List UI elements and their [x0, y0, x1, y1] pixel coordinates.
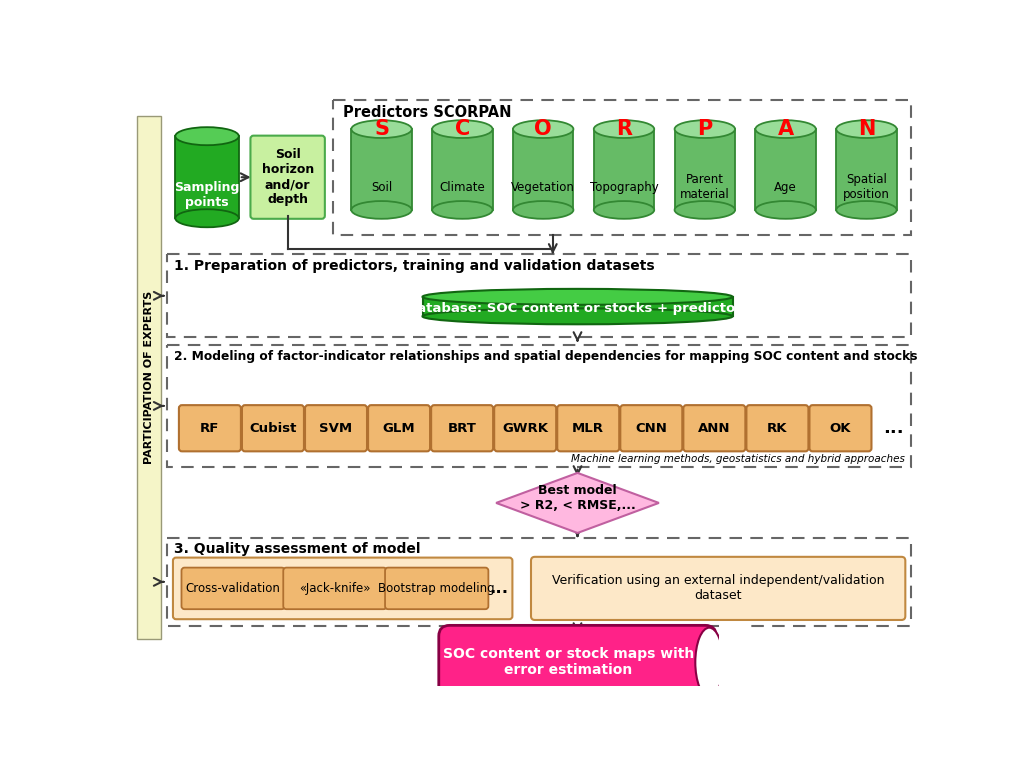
- Ellipse shape: [756, 201, 816, 219]
- FancyBboxPatch shape: [284, 567, 387, 609]
- Text: MLR: MLR: [572, 422, 604, 435]
- Text: Best model
> R2, < RMSE,...: Best model > R2, < RMSE,...: [519, 483, 635, 511]
- FancyBboxPatch shape: [385, 567, 488, 609]
- Bar: [137, 116, 161, 639]
- Text: Verification using an external independent/validation
dataset: Verification using an external independe…: [552, 574, 885, 602]
- Ellipse shape: [513, 201, 573, 219]
- Ellipse shape: [675, 201, 735, 219]
- FancyBboxPatch shape: [621, 405, 682, 451]
- Polygon shape: [594, 129, 654, 210]
- Ellipse shape: [351, 201, 412, 219]
- Text: A: A: [777, 119, 794, 139]
- Bar: [167, 345, 910, 466]
- FancyBboxPatch shape: [495, 405, 556, 451]
- Text: ...: ...: [488, 579, 508, 598]
- Text: R: R: [616, 119, 632, 139]
- FancyBboxPatch shape: [809, 405, 871, 451]
- Text: Sampling
points: Sampling points: [174, 181, 240, 209]
- Text: Age: Age: [774, 180, 797, 194]
- Text: GWRK: GWRK: [502, 422, 548, 435]
- Bar: [167, 537, 910, 626]
- Text: P: P: [697, 119, 713, 139]
- Ellipse shape: [675, 120, 735, 138]
- Text: S: S: [374, 119, 389, 139]
- Ellipse shape: [756, 120, 816, 138]
- Polygon shape: [432, 129, 493, 210]
- Polygon shape: [423, 297, 732, 316]
- Ellipse shape: [837, 201, 897, 219]
- Text: «Jack-knife»: «Jack-knife»: [299, 582, 371, 595]
- Polygon shape: [513, 129, 573, 210]
- Text: 2. Modeling of factor-indicator relationships and spatial dependencies for mappi: 2. Modeling of factor-indicator relation…: [174, 350, 918, 363]
- Text: GLM: GLM: [383, 422, 416, 435]
- Text: Machine learning methods, geostatistics and hybrid approaches: Machine learning methods, geostatistics …: [570, 454, 904, 464]
- Ellipse shape: [594, 201, 654, 219]
- Text: BRT: BRT: [447, 422, 476, 435]
- Polygon shape: [175, 136, 239, 218]
- Ellipse shape: [351, 120, 412, 138]
- Polygon shape: [756, 129, 816, 210]
- Ellipse shape: [594, 120, 654, 138]
- FancyBboxPatch shape: [305, 405, 367, 451]
- FancyBboxPatch shape: [251, 136, 325, 219]
- Text: Database: SOC content or stocks + predictors: Database: SOC content or stocks + predic…: [406, 301, 750, 315]
- Text: SOC content or stock maps with
error estimation: SOC content or stock maps with error est…: [442, 647, 694, 678]
- Ellipse shape: [432, 120, 493, 138]
- Ellipse shape: [837, 120, 897, 138]
- Text: CNN: CNN: [635, 422, 668, 435]
- Polygon shape: [837, 129, 897, 210]
- Bar: [334, 100, 910, 235]
- Ellipse shape: [432, 201, 493, 219]
- Text: O: O: [535, 119, 552, 139]
- Text: Vegetation: Vegetation: [511, 180, 575, 194]
- Text: SVM: SVM: [319, 422, 352, 435]
- Text: RK: RK: [767, 422, 787, 435]
- Text: OK: OK: [829, 422, 851, 435]
- Text: Soil: Soil: [371, 180, 392, 194]
- FancyBboxPatch shape: [746, 405, 808, 451]
- Text: 3. Quality assessment of model: 3. Quality assessment of model: [174, 542, 421, 556]
- Bar: [719, 624, 742, 701]
- FancyBboxPatch shape: [368, 405, 430, 451]
- Text: 1. Preparation of predictors, training and validation datasets: 1. Preparation of predictors, training a…: [174, 259, 655, 273]
- FancyBboxPatch shape: [438, 625, 716, 699]
- Text: Soil
horizon
and/or
depth: Soil horizon and/or depth: [261, 148, 313, 206]
- Text: RF: RF: [201, 422, 219, 435]
- Text: PARTICIPATION OF EXPERTS: PARTICIPATION OF EXPERTS: [144, 291, 154, 464]
- FancyBboxPatch shape: [431, 405, 494, 451]
- Text: Predictors SCORPAN: Predictors SCORPAN: [343, 105, 511, 120]
- Text: ...: ...: [884, 419, 904, 437]
- Text: N: N: [858, 119, 876, 139]
- Ellipse shape: [423, 289, 732, 305]
- FancyBboxPatch shape: [173, 557, 512, 619]
- Polygon shape: [675, 129, 735, 210]
- Text: Spatial
position: Spatial position: [843, 173, 890, 201]
- Text: Parent
material: Parent material: [680, 173, 730, 201]
- Ellipse shape: [175, 209, 239, 227]
- Ellipse shape: [695, 628, 723, 697]
- FancyBboxPatch shape: [683, 405, 745, 451]
- Bar: [167, 254, 910, 338]
- Text: Bootstrap modeling: Bootstrap modeling: [379, 582, 495, 595]
- FancyBboxPatch shape: [531, 557, 905, 620]
- Text: Cubist: Cubist: [249, 422, 297, 435]
- FancyBboxPatch shape: [557, 405, 620, 451]
- Polygon shape: [496, 473, 658, 533]
- Text: C: C: [455, 119, 470, 139]
- Polygon shape: [351, 129, 412, 210]
- Ellipse shape: [175, 127, 239, 145]
- FancyBboxPatch shape: [181, 567, 285, 609]
- FancyBboxPatch shape: [242, 405, 304, 451]
- Text: Climate: Climate: [439, 180, 485, 194]
- Ellipse shape: [423, 308, 732, 325]
- Ellipse shape: [513, 120, 573, 138]
- Text: Topography: Topography: [590, 180, 658, 194]
- Text: ANN: ANN: [698, 422, 730, 435]
- FancyBboxPatch shape: [179, 405, 241, 451]
- Text: Cross-validation: Cross-validation: [185, 582, 281, 595]
